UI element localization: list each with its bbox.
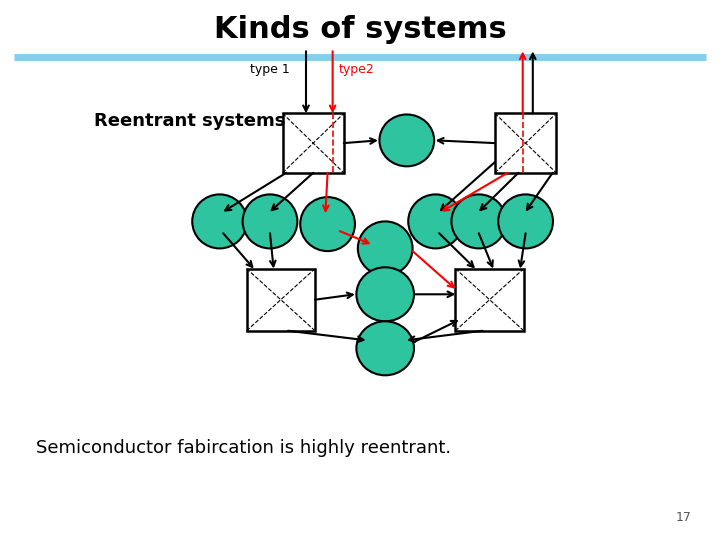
Ellipse shape [192, 194, 247, 248]
Text: Semiconductor fabircation is highly reentrant.: Semiconductor fabircation is highly reen… [36, 439, 451, 457]
Ellipse shape [356, 321, 414, 375]
Ellipse shape [243, 194, 297, 248]
FancyBboxPatch shape [246, 268, 315, 330]
Ellipse shape [358, 221, 413, 275]
Ellipse shape [451, 194, 506, 248]
Text: type 1: type 1 [251, 63, 290, 76]
Ellipse shape [498, 194, 553, 248]
Text: 17: 17 [675, 511, 691, 524]
Text: type2: type2 [338, 63, 374, 76]
Ellipse shape [300, 197, 355, 251]
Ellipse shape [379, 114, 434, 166]
Ellipse shape [356, 267, 414, 321]
FancyBboxPatch shape [283, 113, 344, 173]
Ellipse shape [408, 194, 463, 248]
Text: Reentrant systems: Reentrant systems [94, 112, 285, 131]
Text: Kinds of systems: Kinds of systems [214, 15, 506, 44]
FancyBboxPatch shape [456, 268, 524, 330]
FancyBboxPatch shape [495, 113, 556, 173]
